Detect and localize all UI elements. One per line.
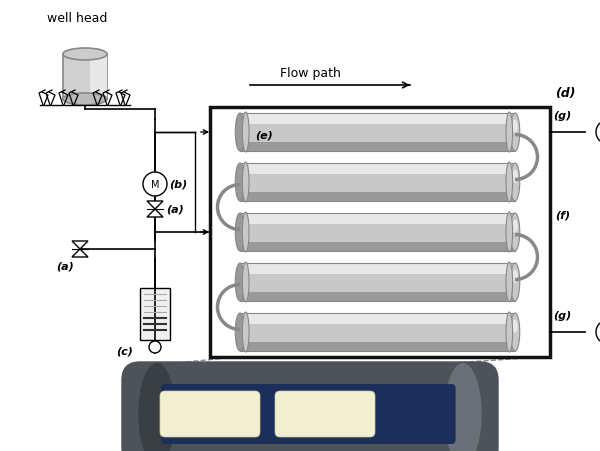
FancyBboxPatch shape xyxy=(240,313,515,325)
FancyBboxPatch shape xyxy=(240,313,515,351)
FancyBboxPatch shape xyxy=(121,362,499,451)
Ellipse shape xyxy=(512,170,518,184)
FancyBboxPatch shape xyxy=(90,55,107,100)
Ellipse shape xyxy=(506,163,512,202)
FancyBboxPatch shape xyxy=(140,288,170,340)
FancyBboxPatch shape xyxy=(240,213,515,225)
Ellipse shape xyxy=(63,49,107,61)
Ellipse shape xyxy=(242,313,249,352)
Ellipse shape xyxy=(510,213,520,252)
FancyBboxPatch shape xyxy=(240,342,515,351)
FancyBboxPatch shape xyxy=(240,263,515,275)
Text: (d): (d) xyxy=(555,86,575,99)
Ellipse shape xyxy=(139,363,176,451)
Ellipse shape xyxy=(512,220,518,234)
Circle shape xyxy=(143,173,167,197)
Ellipse shape xyxy=(63,94,107,106)
Ellipse shape xyxy=(510,263,520,301)
Ellipse shape xyxy=(512,320,518,333)
Text: (f): (f) xyxy=(555,211,570,221)
FancyBboxPatch shape xyxy=(160,391,260,437)
Ellipse shape xyxy=(242,163,249,202)
Ellipse shape xyxy=(506,313,512,352)
Ellipse shape xyxy=(512,270,518,283)
Ellipse shape xyxy=(235,164,245,202)
Ellipse shape xyxy=(512,120,518,133)
Text: (e): (e) xyxy=(255,131,273,141)
Circle shape xyxy=(596,121,600,145)
Ellipse shape xyxy=(242,262,249,302)
Ellipse shape xyxy=(510,164,520,202)
Text: (c): (c) xyxy=(116,346,133,356)
Text: (g): (g) xyxy=(553,111,571,121)
Polygon shape xyxy=(72,249,88,258)
FancyBboxPatch shape xyxy=(240,114,515,125)
Ellipse shape xyxy=(235,114,245,152)
FancyBboxPatch shape xyxy=(240,292,515,301)
Text: Flow path: Flow path xyxy=(280,67,340,80)
Circle shape xyxy=(149,341,161,353)
Polygon shape xyxy=(147,210,163,217)
Ellipse shape xyxy=(510,114,520,152)
FancyBboxPatch shape xyxy=(161,384,455,444)
Ellipse shape xyxy=(445,363,482,451)
Text: (a): (a) xyxy=(56,262,74,272)
Text: (g): (g) xyxy=(553,310,571,320)
Polygon shape xyxy=(72,241,88,249)
Ellipse shape xyxy=(510,313,520,351)
FancyBboxPatch shape xyxy=(240,192,515,202)
FancyBboxPatch shape xyxy=(63,55,107,100)
Text: well head: well head xyxy=(47,12,107,25)
FancyBboxPatch shape xyxy=(240,142,515,152)
Text: (b): (b) xyxy=(169,179,187,189)
Text: M: M xyxy=(151,179,159,189)
Ellipse shape xyxy=(242,212,249,253)
Text: (a): (a) xyxy=(166,205,184,215)
FancyBboxPatch shape xyxy=(240,213,515,252)
Ellipse shape xyxy=(235,263,245,301)
Ellipse shape xyxy=(242,113,249,152)
FancyBboxPatch shape xyxy=(240,164,515,202)
Ellipse shape xyxy=(506,212,512,253)
FancyBboxPatch shape xyxy=(275,391,375,437)
FancyBboxPatch shape xyxy=(240,114,515,152)
Ellipse shape xyxy=(506,113,512,152)
FancyBboxPatch shape xyxy=(240,164,515,175)
Ellipse shape xyxy=(235,213,245,252)
Ellipse shape xyxy=(235,313,245,351)
Polygon shape xyxy=(147,202,163,210)
Circle shape xyxy=(596,320,600,344)
FancyBboxPatch shape xyxy=(240,242,515,252)
FancyBboxPatch shape xyxy=(240,263,515,301)
Ellipse shape xyxy=(506,262,512,302)
